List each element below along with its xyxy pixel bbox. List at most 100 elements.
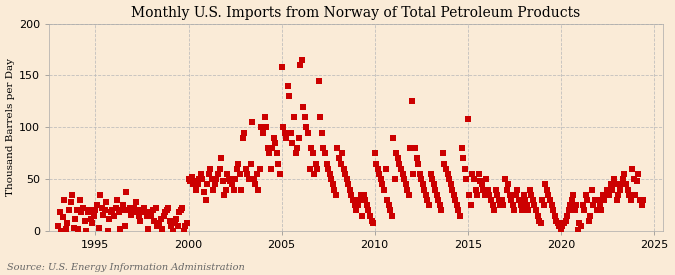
Y-axis label: Thousand Barrels per Day: Thousand Barrels per Day [5, 58, 15, 196]
Point [594, 203, 605, 207]
Point [63, 208, 74, 213]
Point [572, 228, 583, 232]
Point [247, 120, 258, 124]
Point [310, 161, 321, 166]
Point [166, 224, 177, 228]
Point [500, 177, 510, 182]
Point [167, 229, 178, 233]
Point [81, 229, 92, 233]
Point [456, 146, 467, 150]
Point [484, 192, 495, 197]
Point [566, 198, 577, 202]
Point [323, 167, 333, 171]
Point [563, 208, 574, 213]
Point [412, 161, 423, 166]
Point [618, 177, 628, 182]
Point [396, 167, 406, 171]
Point [408, 172, 419, 176]
Point [487, 203, 498, 207]
Point [234, 172, 245, 176]
Point [307, 151, 318, 155]
Point [225, 179, 236, 183]
Point [472, 192, 483, 197]
Point [251, 172, 262, 176]
Point [385, 208, 396, 213]
Point [391, 151, 402, 155]
Point [194, 177, 205, 182]
Point [259, 115, 270, 119]
Point [154, 221, 165, 225]
Point [279, 130, 290, 135]
Point [436, 208, 447, 213]
Point [614, 188, 625, 192]
Point [501, 188, 512, 192]
Point [186, 175, 197, 179]
Point [191, 188, 202, 192]
Point [333, 156, 344, 161]
Point [82, 210, 93, 215]
Point [163, 206, 173, 211]
Point [459, 167, 470, 171]
Point [116, 208, 127, 213]
Point [304, 167, 315, 171]
Point [209, 182, 220, 187]
Point [223, 177, 234, 182]
Point [531, 208, 541, 213]
Point [539, 203, 549, 207]
Point [79, 219, 90, 223]
Point [84, 208, 95, 213]
Point [214, 167, 225, 171]
Point [161, 208, 172, 213]
Point [560, 219, 571, 223]
Point [342, 177, 352, 182]
Point [298, 104, 308, 109]
Point [74, 198, 85, 202]
Point [141, 213, 152, 218]
Point [506, 198, 516, 202]
Point [271, 151, 282, 155]
Point [136, 208, 147, 213]
Point [578, 208, 589, 213]
Point [534, 219, 545, 223]
Point [516, 208, 527, 213]
Point [386, 213, 397, 218]
Point [399, 177, 410, 182]
Point [182, 221, 192, 225]
Point [110, 206, 121, 211]
Point [124, 206, 135, 211]
Point [354, 198, 364, 202]
Point [360, 198, 371, 202]
Point [301, 125, 312, 130]
Point [244, 177, 254, 182]
Point [504, 192, 515, 197]
Point [424, 203, 435, 207]
Point [245, 161, 256, 166]
Point [308, 172, 319, 176]
Point [599, 198, 610, 202]
Point [99, 208, 110, 213]
Point [362, 203, 373, 207]
Point [475, 179, 485, 183]
Point [87, 221, 98, 225]
Point [227, 182, 238, 187]
Point [369, 151, 380, 155]
Point [524, 188, 535, 192]
Point [321, 161, 332, 166]
Point [397, 172, 408, 176]
Point [70, 216, 80, 221]
Point [441, 167, 452, 171]
Point [144, 210, 155, 215]
Point [239, 130, 250, 135]
Point [421, 192, 431, 197]
Point [344, 188, 355, 192]
Point [68, 226, 79, 230]
Point [498, 203, 509, 207]
Point [329, 188, 340, 192]
Point [312, 167, 323, 171]
Point [196, 172, 207, 176]
Point [119, 224, 130, 228]
Point [169, 221, 180, 225]
Point [267, 146, 277, 150]
Point [448, 192, 459, 197]
Point [348, 198, 358, 202]
